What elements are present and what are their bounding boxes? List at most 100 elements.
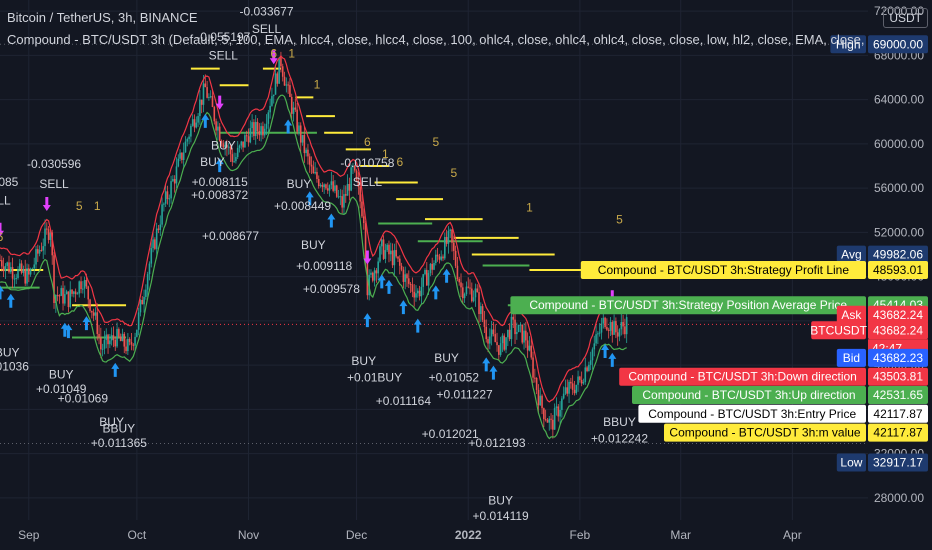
m-value-label: Compound - BTC/USDT 3h:m value <box>669 426 861 440</box>
trade-annotation: SELL <box>252 22 282 36</box>
candle-body <box>422 274 424 287</box>
candle-body <box>186 139 189 142</box>
candle-body <box>26 268 28 284</box>
candle-body <box>355 170 358 181</box>
candle-body <box>620 322 623 330</box>
candle-body <box>292 107 295 114</box>
candle-body <box>501 335 504 344</box>
entry-price-value-tag <box>868 404 928 423</box>
candle-body <box>278 57 280 84</box>
candle-body <box>353 165 356 171</box>
candle-body <box>83 279 86 289</box>
candle-body <box>164 191 167 204</box>
buy-arrow-icon <box>442 268 451 283</box>
candle-body <box>154 239 156 249</box>
candle-body <box>208 96 210 98</box>
candle-body <box>213 107 216 122</box>
candle-body <box>429 263 432 274</box>
trade-annotation: 0.01036 <box>0 360 29 374</box>
candle-body <box>285 84 288 86</box>
btcusdt-value: 43682.24 <box>873 323 923 337</box>
candle-body <box>276 73 279 84</box>
trade-annotation: +0.008677 <box>202 229 259 243</box>
candle-body <box>521 324 524 343</box>
candle-body <box>191 119 194 126</box>
sell-arrow-icon <box>269 50 278 65</box>
candle-body <box>433 263 435 270</box>
candle-body <box>229 146 232 155</box>
candle-body <box>51 232 54 256</box>
candle-body <box>195 122 198 128</box>
candle-body <box>73 291 75 294</box>
candle-body <box>375 270 378 274</box>
trade-annotation: BUY <box>488 494 513 508</box>
time-tick-label: Apr <box>783 528 802 542</box>
candle-body <box>217 126 219 131</box>
symbol-title[interactable]: Bitcoin / TetherUS, 3h, BINANCE <box>7 10 198 25</box>
candle-body <box>373 270 376 281</box>
candle-body <box>100 337 102 350</box>
candle-body <box>253 122 255 137</box>
candle-body <box>290 96 293 114</box>
candle-body <box>543 408 545 420</box>
candle-body <box>436 254 439 257</box>
signal-digit: 5 <box>432 135 439 149</box>
candle-body <box>371 272 374 281</box>
time-tick-label: Sep <box>18 528 40 542</box>
candle-body <box>577 376 579 385</box>
price-tick-label: 28000.00 <box>874 491 924 505</box>
signal-digit: 5 <box>450 166 457 180</box>
candle-body <box>0 260 1 261</box>
candle-body <box>485 326 488 340</box>
trade-annotation: +0.008115 <box>192 175 248 189</box>
high-value-tag <box>868 35 928 54</box>
candle-body <box>155 228 158 249</box>
candle-body <box>604 317 606 328</box>
candle-body <box>163 203 165 205</box>
trade-annotation: +0.012193 <box>468 436 525 450</box>
candle-body <box>362 216 365 224</box>
candle-body <box>71 289 73 294</box>
candle-body <box>438 256 441 260</box>
trade-annotation: +0.011164 <box>376 394 432 408</box>
signal-digit: 1 <box>526 200 533 214</box>
candle-body <box>258 131 261 136</box>
candle-body <box>283 76 286 86</box>
candle-body <box>202 83 205 105</box>
candle-body <box>67 291 70 308</box>
candle-body <box>119 336 122 342</box>
candle-body <box>490 329 493 337</box>
candle-body <box>471 288 473 302</box>
candle-body <box>280 57 282 67</box>
candle-body <box>494 334 497 343</box>
buy-arrow-icon <box>482 357 491 372</box>
candle-body <box>181 152 183 160</box>
candle-body <box>152 239 154 249</box>
avg-label-tag <box>836 245 866 264</box>
candle-body <box>445 236 448 244</box>
indicator-legend[interactable]: Compound - BTC/USDT 3h (Default, 5, 100,… <box>7 32 865 47</box>
candle-body <box>611 322 614 335</box>
candle-body <box>49 232 52 240</box>
candle-body <box>130 341 133 345</box>
low-value-tag <box>868 453 928 472</box>
trade-annotation: ELL <box>0 194 11 208</box>
m-value-value: 42117.87 <box>873 426 922 440</box>
candle-body <box>251 122 253 129</box>
candle-body <box>460 282 462 288</box>
btcusdt-value-tag <box>868 321 928 340</box>
avg-price-label-tag <box>510 296 866 315</box>
candle-body <box>139 299 142 313</box>
candle-body <box>483 319 486 327</box>
candle-body <box>400 265 403 270</box>
candle-body <box>330 181 333 186</box>
down-direction-label: Compound - BTC/USDT 3h:Down direction <box>628 370 857 384</box>
candle-body <box>157 228 160 230</box>
candle-body <box>161 204 163 225</box>
candle-body <box>334 185 336 191</box>
currency-badge[interactable]: USDT <box>883 8 928 28</box>
candle-body <box>53 255 55 304</box>
candle-body <box>530 345 533 358</box>
candle-body <box>548 418 551 423</box>
